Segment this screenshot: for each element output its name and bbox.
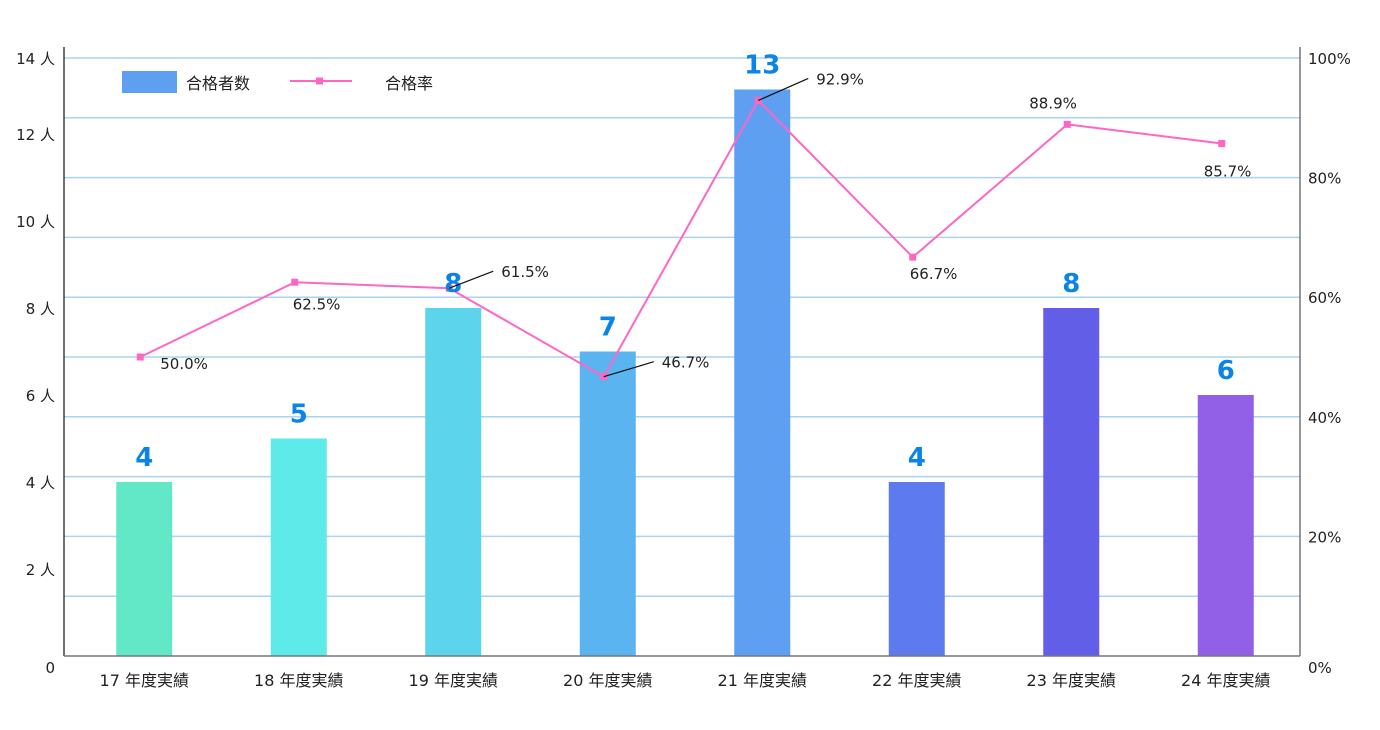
bar bbox=[116, 482, 173, 656]
x-axis-labels: 17 年度実績 18 年度実績 19 年度実績 20 年度実績 21 年度実績 22 年度… bbox=[100, 671, 1271, 690]
left-axis-tick-label: 10 人 bbox=[16, 213, 55, 231]
pass-rate-value-label: 46.7% bbox=[662, 354, 710, 372]
x-axis-category-label: 19 年度実績 bbox=[409, 671, 498, 690]
pass-rate-marker bbox=[291, 278, 299, 286]
left-axis-tick-label: 2 人 bbox=[26, 561, 55, 579]
right-axis-tick-label: 20% bbox=[1308, 528, 1341, 546]
bar-value-label: 5 bbox=[290, 400, 308, 430]
pass-rate-marker bbox=[136, 353, 144, 361]
pass-rate-value-label: 50.0% bbox=[160, 355, 208, 373]
left-axis-tick-label: 6 人 bbox=[26, 387, 55, 405]
right-axis-tick-label: 0% bbox=[1308, 659, 1332, 677]
right-axis-tick-label: 80% bbox=[1308, 170, 1341, 188]
bar-value-label: 4 bbox=[135, 443, 153, 473]
legend-label-passers: 合格者数 bbox=[186, 74, 250, 93]
bar bbox=[1197, 395, 1254, 656]
bar-series-passers bbox=[116, 89, 1254, 656]
bar bbox=[1043, 308, 1100, 656]
axes bbox=[63, 47, 1301, 657]
bar bbox=[270, 438, 327, 656]
bar-value-label: 6 bbox=[1217, 356, 1235, 386]
right-axis-tick-label: 60% bbox=[1308, 289, 1341, 307]
bar-value-label: 7 bbox=[599, 313, 617, 343]
x-axis-category-label: 23 年度実績 bbox=[1027, 671, 1116, 690]
pass-rate-line bbox=[139, 98, 1222, 379]
legend: 合格者数 合格率 bbox=[122, 71, 433, 93]
pass-rate-marker bbox=[1063, 120, 1071, 128]
left-axis-tick-label: 12 人 bbox=[16, 126, 55, 144]
legend-marker-pass-rate bbox=[316, 77, 323, 85]
pass-rate-value-label: 66.7% bbox=[910, 265, 958, 283]
pass-rate-marker bbox=[909, 253, 917, 261]
left-axis-tick-label: 14 人 bbox=[16, 50, 55, 68]
x-axis-category-label: 20 年度実績 bbox=[563, 671, 652, 690]
left-axis-tick-label: 0 bbox=[45, 659, 55, 677]
right-axis-tick-label: 40% bbox=[1308, 409, 1341, 427]
right-axis-tick-label: 100% bbox=[1308, 50, 1351, 68]
x-axis-category-label: 18 年度実績 bbox=[254, 671, 343, 690]
label-leader-line bbox=[758, 77, 809, 102]
label-leader-line bbox=[603, 361, 654, 378]
left-axis-tick-label: 4 人 bbox=[26, 474, 55, 492]
legend-swatch-passers bbox=[122, 71, 177, 93]
pass-rate-value-label: 62.5% bbox=[293, 295, 341, 313]
legend-label-pass-rate: 合格率 bbox=[385, 74, 433, 93]
bar-value-label: 8 bbox=[444, 269, 462, 299]
label-leader-line bbox=[449, 270, 494, 289]
line-value-labels: 50.0% 62.5% 61.5% 46.7% 92.9% 66.7% 88.9% 85.7% bbox=[160, 70, 1252, 378]
bar-value-labels: 4 5 8 7 13 4 8 6 bbox=[135, 51, 1235, 474]
pass-rate-value-label: 61.5% bbox=[501, 263, 549, 281]
bar-value-label: 4 bbox=[908, 443, 926, 473]
bar-value-label: 8 bbox=[1062, 269, 1080, 299]
gridlines bbox=[64, 57, 1300, 597]
bar bbox=[888, 482, 945, 656]
x-axis-category-label: 17 年度実績 bbox=[100, 671, 189, 690]
right-axis-ticks: 0% 20% 40% 60% 80% 100% bbox=[1308, 50, 1351, 677]
pass-rate-marker bbox=[1218, 140, 1226, 148]
bar bbox=[734, 89, 791, 656]
x-axis-category-label: 24 年度実績 bbox=[1181, 671, 1270, 690]
bar bbox=[579, 351, 636, 656]
bar-value-label: 13 bbox=[744, 51, 780, 81]
pass-rate-value-label: 92.9% bbox=[816, 70, 864, 88]
left-axis-ticks: 0 2 人 4 人 6 人 8 人 10 人 12 人 14 人 bbox=[16, 50, 55, 677]
bar bbox=[425, 308, 482, 656]
x-axis-category-label: 21 年度実績 bbox=[718, 671, 807, 690]
pass-rate-value-label: 88.9% bbox=[1029, 94, 1077, 112]
left-axis-tick-label: 8 人 bbox=[26, 300, 55, 318]
x-axis-category-label: 22 年度実績 bbox=[872, 671, 961, 690]
pass-rate-value-label: 85.7% bbox=[1204, 163, 1252, 181]
